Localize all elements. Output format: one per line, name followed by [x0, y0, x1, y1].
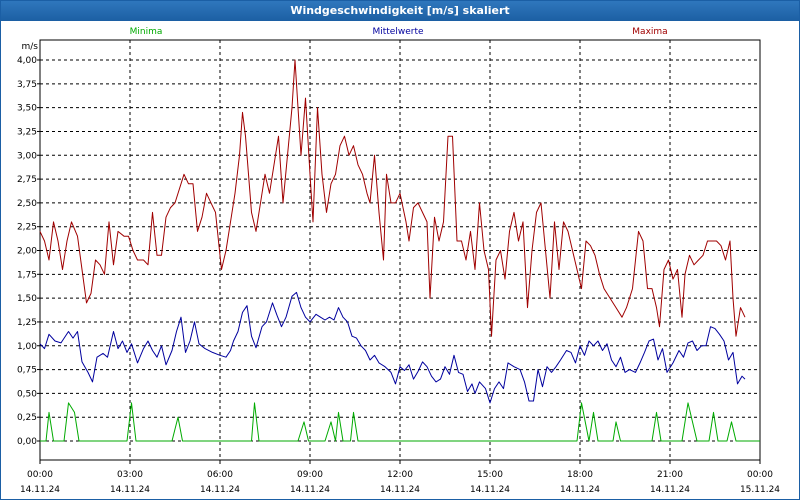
y-tick-label: 0,75 [17, 366, 37, 376]
x-tick-time: 06:00 [207, 470, 233, 480]
y-tick-label: 1,50 [17, 294, 37, 304]
y-tick-label: 1,75 [17, 270, 37, 280]
x-tick-date: 14.11.24 [20, 485, 60, 495]
x-tick-date: 14.11.24 [290, 485, 330, 495]
x-tick-date: 14.11.24 [470, 485, 510, 495]
x-tick-date: 15.11.24 [740, 485, 780, 495]
x-tick-time: 12:00 [387, 470, 413, 480]
y-tick-label: 3,00 [17, 151, 37, 161]
series-lines [39, 59, 760, 442]
axes: m/s 0,00 0,25 0,50 0,75 1,00 1,25 1,50 1,75 2,00… [17, 42, 780, 495]
legend-mittelwerte: Mittelwerte [372, 27, 423, 37]
y-tick-label: 2,25 [17, 223, 37, 233]
series-maxima-line [39, 59, 746, 337]
x-tick-date: 14.11.24 [110, 485, 150, 495]
x-tick-date: 14.11.24 [200, 485, 240, 495]
x-tick-time: 00:00 [747, 470, 773, 480]
y-tick-label: 0,25 [17, 413, 37, 423]
y-tick-label: 3,25 [17, 127, 37, 137]
y-tick-label: 4,00 [17, 56, 37, 66]
y-tick-label: 2,00 [17, 247, 37, 257]
y-axis-label: m/s [22, 42, 39, 52]
x-tick-time: 18:00 [567, 470, 593, 480]
x-tick-date: 14.11.24 [650, 485, 690, 495]
x-tick-date: 14.11.24 [380, 485, 420, 495]
y-tick-label: 3,50 [17, 104, 37, 114]
y-tick-label: 2,50 [17, 199, 37, 209]
x-tick-time: 09:00 [297, 470, 323, 480]
series-mittelwerte-line [39, 291, 746, 404]
window-title: Windgeschwindigkeit [m/s] skaliert [1, 1, 799, 21]
legend-maxima: Maxima [632, 27, 667, 37]
grid [39, 39, 761, 461]
y-tick-label: 1,00 [17, 342, 37, 352]
legend: Minima Mittelwerte Maxima [130, 27, 668, 37]
y-tick-label: 0,00 [17, 437, 37, 447]
x-tick-time: 03:00 [117, 470, 143, 480]
y-tick-label: 1,25 [17, 318, 37, 328]
x-tick-time: 21:00 [657, 470, 683, 480]
x-tick-time: 00:00 [27, 470, 53, 480]
y-tick-label: 3,75 [17, 80, 37, 90]
y-tick-label: 0,50 [17, 389, 37, 399]
legend-minima: Minima [130, 27, 163, 37]
x-tick-date: 14.11.24 [560, 485, 600, 495]
y-tick-label: 2,75 [17, 175, 37, 185]
x-tick-time: 15:00 [477, 470, 503, 480]
series-minima-line [40, 402, 760, 442]
